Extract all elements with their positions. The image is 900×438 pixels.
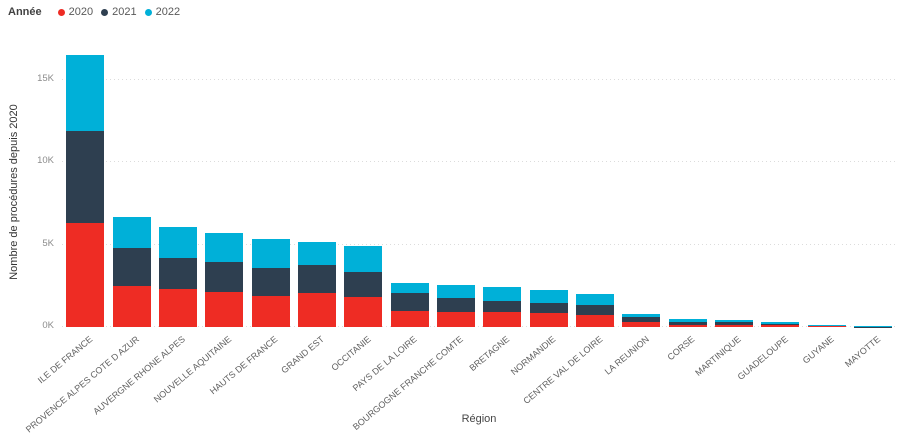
bar-segment-2021[interactable]	[158, 257, 197, 290]
bar-segment-2021[interactable]	[622, 317, 661, 323]
gridline	[62, 326, 896, 327]
bar-segment-2021[interactable]	[714, 322, 753, 325]
bar-segment-2022[interactable]	[66, 55, 105, 131]
bar-segment-2020[interactable]	[205, 291, 244, 327]
gridline	[62, 161, 896, 163]
bar-segment-2022[interactable]	[529, 289, 568, 304]
bar-segment-2021[interactable]	[205, 261, 244, 292]
legend-item-2020[interactable]: 2020	[57, 5, 94, 19]
x-tick-label: BRETAGNE	[467, 334, 512, 374]
plot-area: 0K 5K 10K 15K ILE DE FRANCE PROVENCE ALPES CO…	[24, 47, 896, 435]
legend-swatch-icon	[144, 8, 152, 16]
legend-swatch-icon	[57, 8, 65, 16]
bar-segment-2021[interactable]	[66, 131, 105, 224]
bar-segment-2022[interactable]	[344, 246, 383, 272]
y-tick-label: 15K	[37, 72, 54, 84]
y-tick-label: 10K	[37, 155, 54, 167]
bar-segment-2022[interactable]	[714, 320, 753, 323]
bar-segment-2021[interactable]	[436, 298, 475, 313]
x-tick-label: MAYOTTE	[843, 334, 883, 370]
bar-segment-2020[interactable]	[436, 312, 475, 327]
y-axis-title: Nombre de procédures depuis 2020	[8, 104, 20, 280]
bar-segment-2020[interactable]	[112, 285, 151, 327]
legend-item-2021[interactable]: 2021	[101, 5, 137, 19]
bar-segment-2021[interactable]	[112, 247, 151, 286]
bar-segment-2020[interactable]	[251, 295, 290, 327]
bar-segment-2022[interactable]	[483, 286, 522, 301]
bar-segment-2021[interactable]	[807, 325, 846, 327]
x-tick-label: LA REUNION	[602, 334, 651, 377]
x-tick-label: GUYANE	[800, 334, 836, 366]
bar-segment-2022[interactable]	[205, 233, 244, 262]
gridline	[62, 78, 896, 80]
bar-segment-2020[interactable]	[761, 325, 800, 327]
bar-segment-2020[interactable]	[668, 324, 707, 327]
bar-segment-2020[interactable]	[575, 315, 614, 327]
x-tick-label: GRAND EST	[279, 334, 327, 376]
x-tick-label: NORMANDIE	[509, 334, 558, 378]
legend-item-label: 2022	[155, 6, 181, 18]
legend-item-label: 2021	[112, 6, 137, 18]
x-tick-label: CENTRE VAL DE LOIRE	[521, 334, 605, 406]
bar-segment-2022[interactable]	[390, 282, 429, 294]
bar-segment-2021[interactable]	[297, 265, 336, 294]
bar-segment-2022[interactable]	[158, 227, 197, 258]
y-tick-label: 5K	[42, 237, 54, 249]
bar-segment-2021[interactable]	[390, 293, 429, 311]
bar-segment-2022[interactable]	[575, 294, 614, 305]
bar-segment-2022[interactable]	[297, 242, 336, 266]
bar-segment-2020[interactable]	[622, 322, 661, 327]
bar-segment-2022[interactable]	[622, 313, 661, 318]
x-tick-label: AUVERGNE RHONE ALPES	[91, 334, 188, 417]
legend-items: 2020 2021 2022	[57, 5, 188, 19]
y-tick-label: 0K	[42, 320, 54, 331]
bar-segment-2022[interactable]	[112, 216, 151, 248]
x-tick-label: GUADELOUPE	[735, 334, 790, 382]
legend: Année 2020 2021 2022	[8, 5, 188, 19]
bar-segment-2021[interactable]	[344, 271, 383, 297]
bar-segment-2021[interactable]	[761, 323, 800, 326]
legend-item-2022[interactable]: 2022	[144, 5, 181, 19]
bar-segment-2020[interactable]	[714, 324, 753, 327]
x-tick-label: OCCITANIE	[329, 334, 373, 373]
bar-segment-2022[interactable]	[807, 324, 846, 326]
bar-segment-2020[interactable]	[529, 313, 568, 327]
bar-segment-2020[interactable]	[297, 293, 336, 327]
x-tick-label: CORSE	[665, 334, 697, 363]
bar-segment-2022[interactable]	[251, 238, 290, 268]
legend-title: Année	[8, 6, 42, 18]
bar-segment-2021[interactable]	[251, 267, 290, 296]
x-tick-label: MARTINIQUE	[693, 334, 744, 378]
bar-segment-2022[interactable]	[436, 285, 475, 299]
bar-segment-2021[interactable]	[483, 300, 522, 313]
bar-segment-2020[interactable]	[483, 312, 522, 327]
bar-segment-2021[interactable]	[529, 303, 568, 313]
legend-swatch-icon	[101, 8, 109, 16]
x-axis-title: Région	[461, 413, 497, 425]
bar-segment-2021[interactable]	[668, 321, 707, 325]
bar-segment-2021[interactable]	[575, 304, 614, 316]
bar-segment-2020[interactable]	[66, 223, 105, 327]
bar-segment-2020[interactable]	[344, 296, 383, 327]
gridline	[62, 243, 896, 245]
bar-segment-2020[interactable]	[390, 310, 429, 327]
legend-item-label: 2020	[68, 6, 94, 18]
bar-segment-2022[interactable]	[668, 319, 707, 322]
bar-segment-2022[interactable]	[761, 322, 800, 324]
bar-segment-2020[interactable]	[807, 326, 846, 327]
bar-segment-2020[interactable]	[158, 289, 197, 327]
x-tick-label: NOUVELLE AQUITAINE	[152, 334, 234, 405]
